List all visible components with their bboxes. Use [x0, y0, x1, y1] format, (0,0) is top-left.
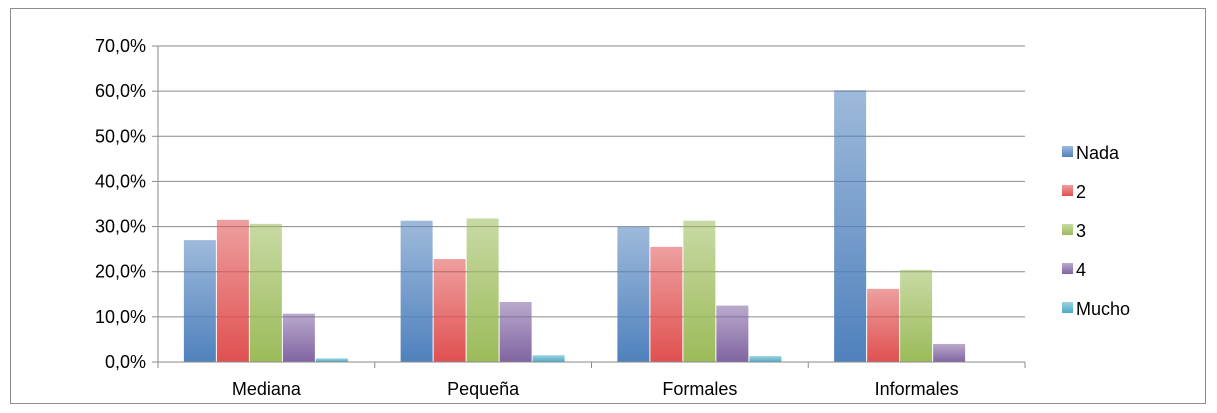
- legend-label: 3: [1076, 221, 1086, 241]
- x-tick-label: Formales: [662, 379, 737, 399]
- legend-label: Mucho: [1076, 299, 1130, 319]
- legend-swatch-3: [1062, 224, 1073, 235]
- bar-2-pequeña: [433, 259, 466, 362]
- bars: [183, 90, 966, 363]
- legend-label: 4: [1076, 260, 1086, 280]
- legend-label: 2: [1076, 182, 1086, 202]
- bar-3-pequeña: [466, 218, 499, 362]
- legend-label: Nada: [1076, 143, 1120, 163]
- bar-3-formales: [683, 220, 716, 362]
- y-tick-label: 50,0%: [95, 126, 146, 146]
- x-tick-label: Pequeña: [447, 379, 520, 399]
- legend: Nada 2 3 4 Mucho: [1062, 143, 1130, 319]
- y-tick-label: 10,0%: [95, 307, 146, 327]
- bar-2-mediana: [216, 219, 249, 362]
- legend-swatch-nada: [1062, 146, 1073, 157]
- legend-swatch-mucho: [1062, 302, 1073, 313]
- bar-nada-informales: [834, 90, 867, 363]
- legend-swatch-4: [1062, 263, 1073, 274]
- bar-3-informales: [900, 269, 933, 362]
- x-tick-label: Mediana: [232, 379, 302, 399]
- y-tick-label: 70,0%: [95, 36, 146, 56]
- y-axis: 0,0% 10,0% 20,0% 30,0% 40,0% 50,0% 60,0% 70,0%: [95, 36, 159, 372]
- legend-swatch-2: [1062, 185, 1073, 196]
- bar-mucho-mediana: [315, 358, 348, 362]
- y-tick-label: 30,0%: [95, 217, 146, 237]
- x-axis: Mediana Pequeña Formales Informales: [157, 361, 1026, 399]
- bar-3-mediana: [249, 223, 282, 362]
- y-tick-label: 0,0%: [105, 352, 146, 372]
- bar-4-formales: [716, 305, 749, 362]
- bar-mucho-pequeña: [532, 355, 565, 362]
- bar-mucho-formales: [749, 356, 782, 362]
- bar-nada-formales: [617, 226, 650, 362]
- y-tick-label: 20,0%: [95, 262, 146, 282]
- bar-nada-mediana: [183, 240, 216, 362]
- bar-4-mediana: [282, 313, 315, 362]
- x-tick-label: Informales: [875, 379, 959, 399]
- bar-2-formales: [650, 246, 683, 362]
- bar-2-informales: [867, 288, 900, 362]
- bar-4-pequeña: [499, 301, 532, 362]
- y-tick-label: 40,0%: [95, 171, 146, 191]
- y-tick-label: 60,0%: [95, 81, 146, 101]
- bar-4-informales: [933, 343, 966, 362]
- bar-nada-pequeña: [400, 220, 433, 362]
